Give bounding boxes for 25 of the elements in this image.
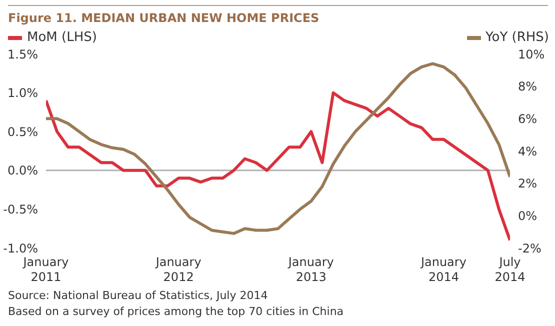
- y-tick-label: 0.0%: [8, 164, 38, 178]
- y2-tick-label: 4%: [518, 144, 538, 158]
- source-note: Source: National Bureau of Statistics, July 2014: [8, 289, 268, 302]
- y2-tick-label: 6%: [518, 112, 538, 126]
- line-series: [46, 91, 510, 242]
- y-tick-label: 1.0%: [8, 86, 38, 100]
- x-tick-label: January 2012: [154, 255, 202, 284]
- y2-tick-label: 8%: [518, 80, 538, 94]
- x-tick-label: July 2014: [494, 255, 526, 284]
- x-tick-label: January 2014: [420, 255, 466, 284]
- y2-tick-label: 10%: [518, 47, 545, 62]
- y2-tick-label: 2%: [518, 176, 538, 191]
- y-tick-label: -1.0%: [3, 241, 38, 256]
- legend-label: YoY (RHS): [486, 30, 549, 45]
- legend-label: MoM (LHS): [27, 30, 97, 45]
- y2-tick-label: 0%: [518, 208, 538, 223]
- y-tick-label: 1.5%: [8, 47, 38, 62]
- y-tick-label: 0.5%: [8, 124, 38, 139]
- y-tick-label: -0.5%: [3, 202, 38, 216]
- x-tick-label: January 2011: [22, 255, 69, 284]
- y2-tick-label: -2%: [518, 241, 542, 256]
- chart-title: Figure 11. MEDIAN URBAN NEW HOME PRICES: [8, 11, 320, 25]
- text: Based on a survey of prices among the top 70 cities in China: [8, 305, 344, 318]
- line-series: [46, 62, 510, 235]
- x-tick-label: January 2013: [287, 255, 334, 284]
